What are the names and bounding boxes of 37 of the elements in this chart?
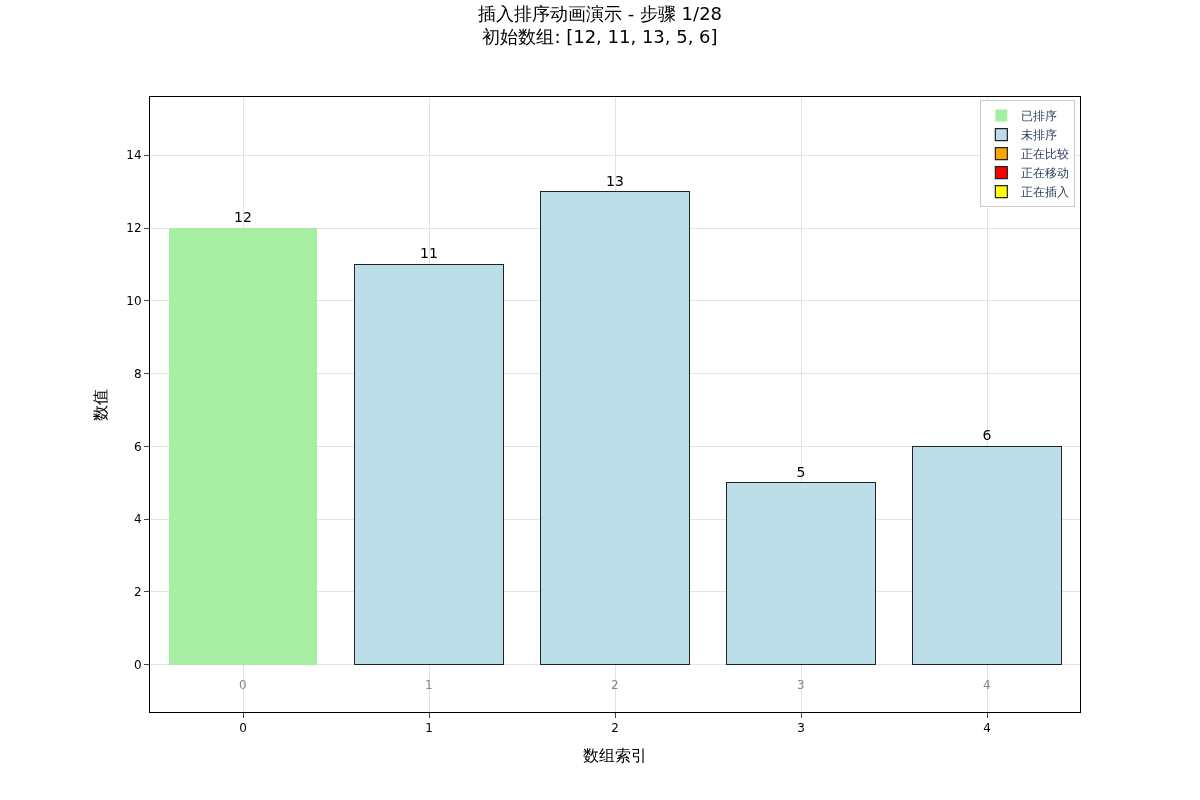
bar: [354, 263, 504, 666]
data-label: 13: [606, 172, 624, 189]
legend-label: 正在插入: [1021, 185, 1070, 200]
data-label: 11: [420, 245, 438, 262]
chart-title: 插入排序动画演示 - 步骤 1/28: [477, 3, 723, 24]
x-tick-label: 2: [611, 678, 619, 692]
y-tick-label: 0: [133, 657, 142, 672]
y-tick-label: 8: [133, 366, 142, 381]
x-axis-title: 数组索引: [583, 746, 647, 766]
y-tick-label: 6: [133, 439, 142, 454]
x-tick-label: 3: [797, 678, 805, 692]
text: 1: [425, 721, 433, 736]
data-label: 5: [796, 463, 806, 480]
text: 2: [611, 721, 619, 736]
bar: [726, 482, 876, 666]
y-tick-label: 14: [126, 148, 142, 163]
y-axis-title: 数值: [91, 388, 111, 421]
y-tick-label: 12: [126, 221, 142, 236]
legend-label: 正在移动: [1021, 166, 1070, 181]
legend-label: 未排序: [1021, 128, 1058, 143]
x-tick-label: 1: [425, 678, 433, 692]
text: 4: [983, 721, 991, 736]
legend-label: 正在比较: [1021, 147, 1070, 162]
bar: [912, 445, 1062, 666]
bar: [540, 191, 690, 666]
text: 0: [239, 721, 247, 736]
text: 3: [797, 721, 805, 736]
y-tick-label: 2: [133, 585, 142, 600]
x-tick-label: 4: [983, 678, 991, 692]
legend-label: 已排序: [1021, 109, 1058, 124]
y-tick-label: 10: [126, 293, 142, 308]
data-label: 6: [982, 427, 992, 444]
y-tick-label: 4: [133, 512, 142, 527]
x-tick-label: 0: [239, 678, 247, 692]
bar: [168, 228, 318, 665]
data-label: 12: [234, 209, 252, 226]
chart-subtitle: 初始数组: [12, 11, 13, 5, 6]: [482, 26, 718, 48]
